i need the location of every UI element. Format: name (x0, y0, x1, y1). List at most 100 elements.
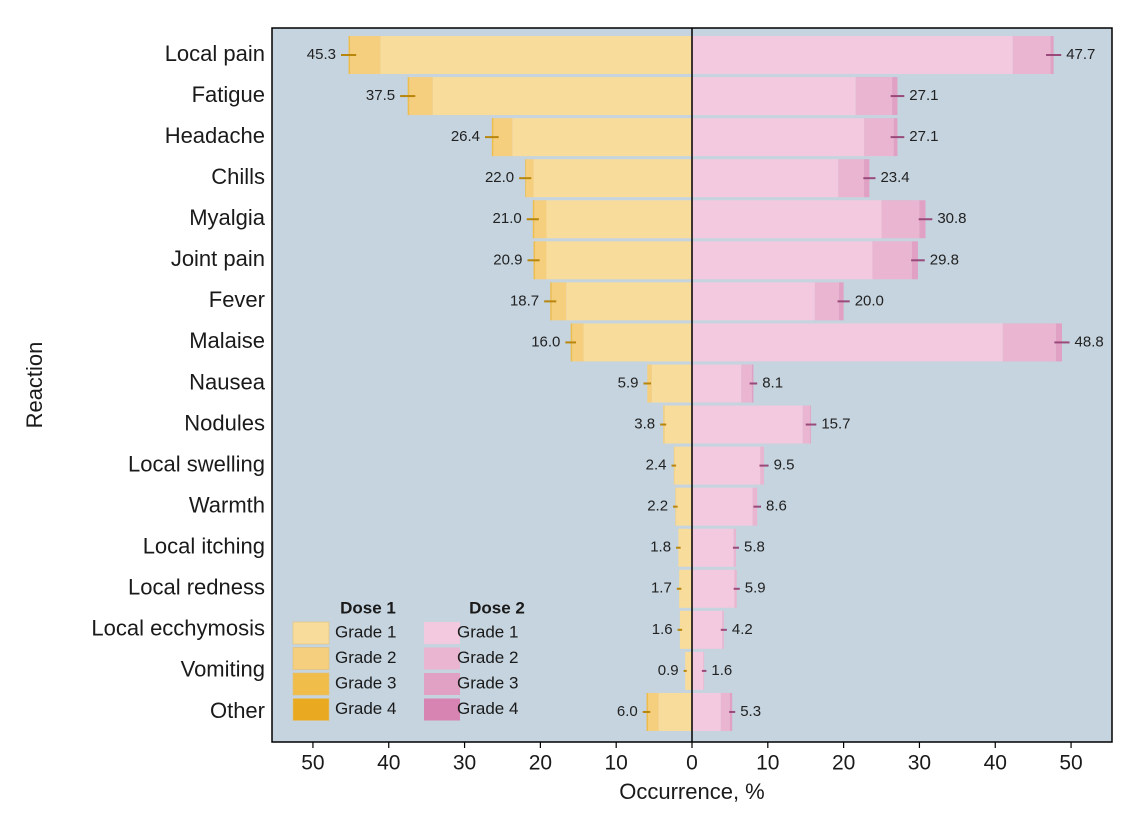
y-tick-label: Warmth (189, 492, 265, 517)
legend-title: Dose 1 (340, 598, 396, 617)
y-tick-label: Fatigue (192, 82, 265, 107)
bar-segment (692, 446, 761, 485)
y-tick-label: Nausea (189, 369, 266, 394)
value-label: 47.7 (1066, 46, 1095, 63)
bar-segment (493, 118, 513, 157)
bar-segment (546, 241, 692, 280)
bar-segment (692, 405, 803, 444)
bar-segment (533, 159, 692, 198)
bar-segment (432, 77, 692, 116)
value-label: 1.7 (651, 580, 672, 597)
legend-label: Grade 3 (335, 673, 396, 692)
bar-segment (838, 159, 865, 198)
bar-segment (814, 282, 840, 321)
bar-segment (692, 528, 734, 567)
value-label: 4.2 (732, 621, 753, 638)
bar-segment (692, 651, 704, 690)
legend-swatch (424, 647, 460, 670)
y-tick-label: Fever (209, 287, 265, 312)
bar-segment (572, 323, 584, 362)
bar-segment (692, 77, 856, 116)
value-label: 2.4 (646, 457, 667, 474)
bar-segment (685, 651, 692, 690)
value-label: 37.5 (366, 87, 395, 104)
bar-segment (535, 241, 547, 280)
value-label: 8.6 (766, 498, 787, 515)
bar-segment (872, 241, 912, 280)
bar-segment (678, 528, 692, 567)
bar-segment (674, 446, 692, 485)
bar-segment (664, 405, 692, 444)
value-label: 45.3 (307, 46, 336, 63)
value-label: 27.1 (909, 128, 938, 145)
y-tick-label: Local ecchymosis (91, 616, 265, 641)
bar-segment (512, 118, 692, 157)
bar-segment (692, 487, 753, 526)
legend-title: Dose 2 (469, 598, 525, 617)
x-axis-label: Occurrence, % (619, 779, 765, 804)
bar-segment (692, 282, 815, 321)
value-label: 15.7 (821, 416, 850, 433)
bar-segment (692, 364, 742, 403)
legend-label: Grade 4 (457, 699, 518, 718)
value-label: 18.7 (510, 292, 539, 309)
y-tick-label: Local pain (165, 41, 265, 66)
value-label: 16.0 (531, 333, 560, 350)
bar-segment (692, 36, 1013, 74)
value-label: 26.4 (451, 128, 480, 145)
x-tick-label: 0 (686, 752, 698, 775)
bar-segment (692, 241, 873, 280)
bar-segment (1002, 323, 1056, 362)
bar-segment (679, 569, 692, 608)
x-tick-label: 50 (301, 752, 324, 775)
legend-swatch (424, 622, 460, 644)
x-tick-label: 20 (832, 752, 855, 775)
value-label: 6.0 (617, 703, 638, 720)
y-tick-label: Joint pain (171, 246, 265, 271)
x-tick-label: 50 (1059, 752, 1082, 775)
y-tick-label: Malaise (189, 328, 265, 353)
y-tick-label: Vomiting (181, 657, 265, 682)
bar-segment (1012, 36, 1051, 74)
value-label: 5.8 (744, 539, 765, 556)
bar-segment (692, 692, 721, 731)
legend-label: Grade 3 (457, 673, 518, 692)
bar-segment (583, 323, 692, 362)
bar-segment (881, 200, 920, 239)
legend-label: Grade 4 (335, 699, 396, 718)
y-tick-label: Nodules (184, 410, 265, 435)
value-label: 2.2 (647, 498, 668, 515)
x-tick-label: 20 (529, 752, 552, 775)
x-tick-label: 40 (984, 752, 1007, 775)
value-label: 1.6 (711, 662, 732, 679)
bar-segment (648, 692, 659, 731)
value-label: 48.8 (1075, 333, 1104, 350)
y-tick-label: Other (210, 698, 265, 723)
legend-label: Grade 1 (335, 622, 396, 641)
bar-segment (546, 200, 692, 239)
y-tick-label: Myalgia (189, 205, 266, 230)
value-label: 3.8 (634, 416, 655, 433)
legend-swatch (292, 621, 330, 645)
legend-swatch (292, 647, 330, 670)
bar-segment (692, 200, 882, 239)
value-label: 0.9 (658, 662, 679, 679)
value-label: 5.3 (740, 703, 761, 720)
value-label: 22.0 (485, 169, 514, 186)
bar-segment (864, 118, 894, 157)
legend-swatch (292, 672, 330, 696)
value-label: 5.9 (745, 580, 766, 597)
bar-segment (409, 77, 433, 116)
value-label: 1.6 (652, 621, 673, 638)
bar-segment (551, 282, 567, 321)
value-label: 5.9 (618, 374, 639, 391)
value-label: 1.8 (650, 539, 671, 556)
legend-swatch (424, 673, 460, 695)
value-label: 21.0 (493, 210, 522, 227)
value-label: 30.8 (937, 210, 966, 227)
bar-segment (692, 323, 1003, 362)
y-tick-label: Chills (211, 164, 265, 189)
x-tick-label: 10 (756, 752, 779, 775)
legend-swatch (424, 698, 460, 721)
